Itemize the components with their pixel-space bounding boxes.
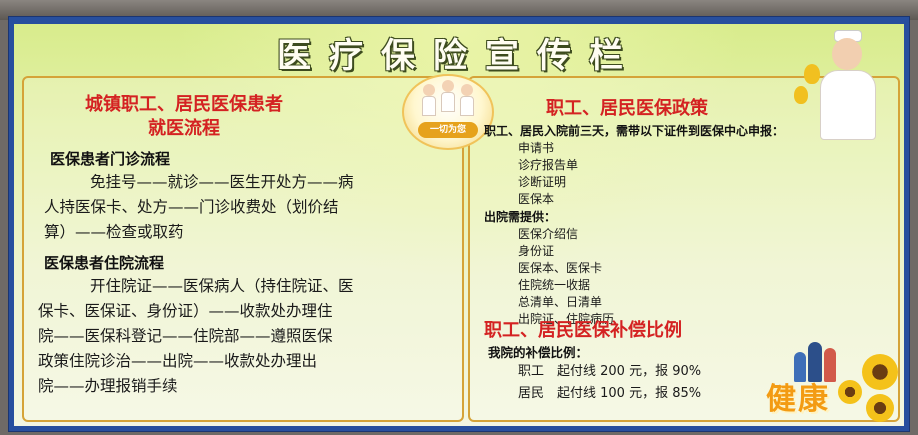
sunflower-icon [862,354,898,390]
health-logo-text: 健康 [766,382,830,417]
ratio-title: 职工、居民医保补偿比例 [484,320,682,341]
discharge-title: 出院需提供： [484,210,557,224]
policy-title: 职工、居民医保政策 [546,98,708,119]
left-heading-line2: 就医流程 [148,118,220,139]
admission-note: 职工、居民入院前三天，需带以下证件到医保中心申报： [484,124,785,138]
inpatient-line-4: 政策住院诊治——出院——收款处办理出 [38,352,318,370]
nurse-illustration [818,30,876,140]
inpatient-line-3: 院——医保科登记——住院部——遵照医保 [38,327,333,345]
discharge-item: 身份证 [518,244,555,258]
tulip-icon [794,86,808,104]
admission-item: 诊断证明 [518,175,567,189]
sunflower-icon [838,380,862,404]
poster-title: 医疗保险宣传栏 [277,36,641,76]
discharge-item: 医保本、医保卡 [518,261,603,275]
admission-item: 申请书 [518,141,555,155]
nurse-figure [422,84,436,118]
left-content-box [22,76,464,422]
discharge-item: 总清单、日清单 [518,295,603,309]
family-illustration [790,336,840,382]
left-heading-line1: 城镇职工、居民医保患者 [85,94,283,115]
hospital-ratio-title: 我院的补偿比例： [488,345,589,360]
wall-background [0,0,918,20]
poster-panel: 医疗保险宣传栏 城镇职工、居民医保患者 就医流程 医保患者门诊流程 免挂号——就… [14,24,904,426]
logo-text: 一切为您 [429,125,466,135]
nurse-figure [460,84,474,118]
outpatient-line-2: 人持医保卡、处方——门诊收费处（划价结 [44,198,339,216]
ratio-resident: 居民 起付线 100 元，报 85% [518,386,702,401]
inpatient-line-1: 开住院证——医保病人（持住院证、医 [90,277,354,295]
discharge-item: 医保介绍信 [518,227,579,241]
outpatient-line-1: 免挂号——就诊——医生开处方——病 [90,173,354,191]
tulip-icon [804,64,820,84]
inpatient-line-5: 院——办理报销手续 [38,377,178,395]
admission-item: 医保本 [518,192,555,206]
ratio-employee: 职工 起付线 200 元，报 90% [518,364,702,379]
nurses-logo: 一切为您 [402,74,494,150]
admission-item: 诊疗报告单 [518,158,579,172]
discharge-item: 住院统一收据 [518,278,591,292]
inpatient-line-2: 保卡、医保证、身份证）——收款处办理住 [38,302,333,320]
outpatient-line-3: 算）——检查或取药 [44,223,184,241]
logo-ribbon: 一切为您 [418,122,478,138]
sunflower-icon [866,394,894,422]
outpatient-title: 医保患者门诊流程 [50,150,171,168]
discharge-item: 出院证、住院病历 [518,312,615,326]
inpatient-title: 医保患者住院流程 [44,254,165,272]
nurse-figure [441,80,455,114]
